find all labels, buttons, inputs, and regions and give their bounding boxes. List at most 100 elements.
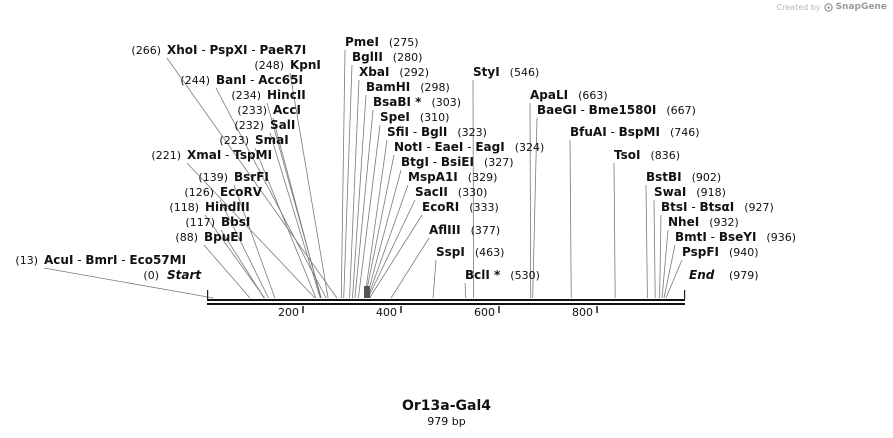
enzyme-name[interactable]: BaeGI <box>537 103 577 117</box>
site-label-aflii[interactable]: AflIII <box>429 223 461 237</box>
enzyme-name[interactable]: MspA1I <box>408 170 458 184</box>
enzyme-name[interactable]: BpuEI <box>204 230 243 244</box>
enzyme-name[interactable]: BamHI <box>366 80 410 94</box>
enzyme-separator: - <box>221 148 233 162</box>
site-label-nhei[interactable]: NheI <box>668 215 699 229</box>
enzyme-name[interactable]: BsiEI <box>441 155 474 169</box>
site-label-xmai[interactable]: XmaI - TspMI <box>187 148 272 162</box>
enzyme-name[interactable]: PspFI <box>682 245 719 259</box>
site-label-pspfi[interactable]: PspFI <box>682 245 719 259</box>
enzyme-name[interactable]: Eco57MI <box>129 253 186 267</box>
enzyme-name[interactable]: NheI <box>668 215 699 229</box>
site-label-bstbi[interactable]: BstBI <box>646 170 682 184</box>
enzyme-name[interactable]: BanI <box>216 73 246 87</box>
enzyme-name[interactable]: SalI <box>270 118 295 132</box>
enzyme-name[interactable]: XhoI <box>167 43 198 57</box>
enzyme-name[interactable]: HindIII <box>205 200 250 214</box>
enzyme-name[interactable]: BtsI <box>661 200 688 214</box>
site-label-xbai[interactable]: XbaI <box>359 65 389 79</box>
enzyme-name[interactable]: NotI <box>394 140 423 154</box>
enzyme-name[interactable]: SpeI <box>380 110 410 124</box>
site-label-noti[interactable]: NotI - EaeI - EagI <box>394 140 505 154</box>
enzyme-name[interactable]: SmaI <box>255 133 289 147</box>
site-label-styi[interactable]: StyI <box>473 65 500 79</box>
site-label-xhoi[interactable]: XhoI - PspXI - PaeR7I <box>167 43 306 57</box>
enzyme-name[interactable]: PaeR7I <box>260 43 307 57</box>
site-label-ecorv[interactable]: EcoRV <box>220 185 263 199</box>
enzyme-name[interactable]: Bme1580I <box>589 103 657 117</box>
site-label-bbsi[interactable]: BbsI <box>221 215 250 229</box>
site-label-acci[interactable]: AccI <box>273 103 301 117</box>
site-position-acci: (233) <box>237 104 267 117</box>
enzyme-name[interactable]: BfuAI <box>570 125 607 139</box>
enzyme-name[interactable]: BsrFI <box>234 170 269 184</box>
site-label-baegi[interactable]: BaeGI - Bme1580I <box>537 103 656 117</box>
site-label-acui[interactable]: AcuI - BmrI - Eco57MI <box>44 253 186 267</box>
enzyme-name[interactable]: BspMI <box>619 125 660 139</box>
enzyme-name[interactable]: BmrI <box>85 253 117 267</box>
enzyme-name[interactable]: EaeI <box>434 140 463 154</box>
enzyme-name[interactable]: BtsαI <box>699 200 734 214</box>
site-label-sfii[interactable]: SfiI - BglI <box>387 125 447 139</box>
site-position-mspa1i: (329) <box>468 171 498 184</box>
site-label-sspi[interactable]: SspI <box>436 245 465 259</box>
enzyme-name[interactable]: StyI <box>473 65 500 79</box>
enzyme-name[interactable]: BbsI <box>221 215 250 229</box>
site-label-bamhi[interactable]: BamHI <box>366 80 410 94</box>
enzyme-name[interactable]: Acc65I <box>258 73 303 87</box>
site-label-bglii[interactable]: BglII <box>352 50 383 64</box>
site-label-swai[interactable]: SwaI <box>654 185 686 199</box>
enzyme-name[interactable]: BclI <box>465 268 490 282</box>
snapgene-logo-icon <box>823 2 833 12</box>
star-marker: * <box>490 268 501 282</box>
enzyme-name[interactable]: SfiI <box>387 125 409 139</box>
site-label-smai[interactable]: SmaI <box>255 133 289 147</box>
site-label-bmti[interactable]: BmtI - BseYI <box>675 230 756 244</box>
site-label-mspa1i[interactable]: MspA1I <box>408 170 458 184</box>
enzyme-name[interactable]: XmaI <box>187 148 221 162</box>
enzyme-name[interactable]: SspI <box>436 245 465 259</box>
site-label-hincii[interactable]: HincII <box>267 88 306 102</box>
enzyme-name[interactable]: AflIII <box>429 223 461 237</box>
enzyme-name[interactable]: SacII <box>415 185 448 199</box>
site-label-bani[interactable]: BanI - Acc65I <box>216 73 303 87</box>
enzyme-name[interactable]: SwaI <box>654 185 686 199</box>
enzyme-name[interactable]: BstBI <box>646 170 682 184</box>
enzyme-name[interactable]: BseYI <box>719 230 757 244</box>
site-label-bcli[interactable]: BclI * <box>465 268 501 282</box>
site-label-sali[interactable]: SalI <box>270 118 295 132</box>
enzyme-name[interactable]: AccI <box>273 103 301 117</box>
site-label-bpuei[interactable]: BpuEI <box>204 230 243 244</box>
enzyme-name[interactable]: HincII <box>267 88 306 102</box>
enzyme-name[interactable]: TsoI <box>614 148 640 162</box>
enzyme-name[interactable]: BtgI <box>401 155 429 169</box>
enzyme-name[interactable]: BmtI <box>675 230 707 244</box>
enzyme-name[interactable]: EagI <box>475 140 504 154</box>
enzyme-name[interactable]: ApaLI <box>530 88 568 102</box>
site-label-bsrfi[interactable]: BsrFI <box>234 170 269 184</box>
enzyme-name[interactable]: TspMI <box>233 148 272 162</box>
site-label-spei[interactable]: SpeI <box>380 110 410 124</box>
enzyme-name[interactable]: PmeI <box>345 35 379 49</box>
site-label-btgi[interactable]: BtgI - BsiEI <box>401 155 474 169</box>
site-label-kpni[interactable]: KpnI <box>290 58 321 72</box>
enzyme-name[interactable]: BsaBI <box>373 95 411 109</box>
site-position-xmai: (221) <box>151 149 181 162</box>
enzyme-name[interactable]: BglII <box>352 50 383 64</box>
enzyme-name[interactable]: EcoRI <box>422 200 459 214</box>
site-label-apali[interactable]: ApaLI <box>530 88 568 102</box>
site-label-bfuai[interactable]: BfuAI - BspMI <box>570 125 660 139</box>
enzyme-name[interactable]: PspXI <box>209 43 247 57</box>
enzyme-name[interactable]: XbaI <box>359 65 389 79</box>
site-label-pmei[interactable]: PmeI <box>345 35 379 49</box>
site-label-ecori[interactable]: EcoRI <box>422 200 459 214</box>
site-label-sacii[interactable]: SacII <box>415 185 448 199</box>
enzyme-name[interactable]: KpnI <box>290 58 321 72</box>
site-label-bsabi[interactable]: BsaBI * <box>373 95 422 109</box>
site-label-btsi[interactable]: BtsI - BtsαI <box>661 200 734 214</box>
site-label-tsoi[interactable]: TsoI <box>614 148 640 162</box>
enzyme-name[interactable]: BglI <box>421 125 447 139</box>
site-label-hindiii[interactable]: HindIII <box>205 200 250 214</box>
enzyme-name[interactable]: EcoRV <box>220 185 263 199</box>
enzyme-name[interactable]: AcuI <box>44 253 73 267</box>
